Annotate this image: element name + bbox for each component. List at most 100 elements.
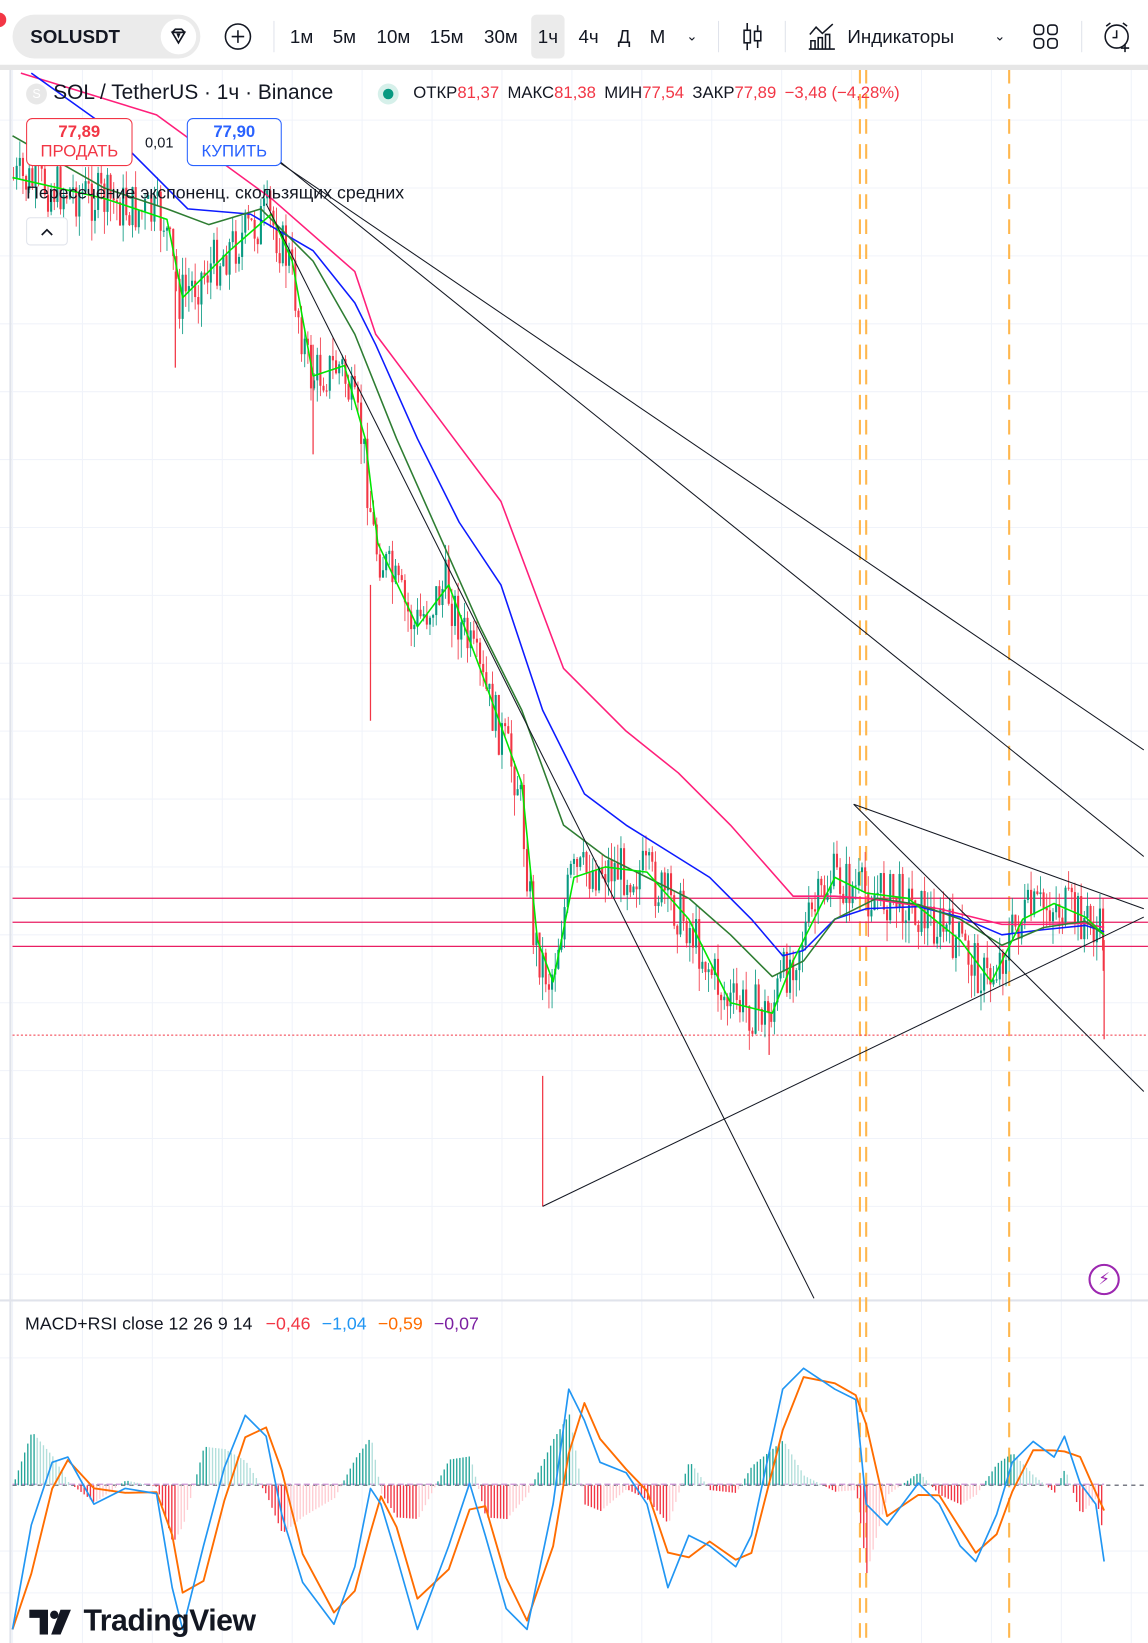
macd-histogram-bar — [99, 1485, 101, 1499]
logo-text: TradingView — [83, 1604, 256, 1638]
macd-histogram-bar — [1072, 1485, 1075, 1493]
candles-chart-type-icon[interactable] — [737, 15, 768, 59]
collapse-legend-button[interactable] — [26, 217, 68, 246]
macd-histogram-bar — [562, 1424, 564, 1486]
macd-histogram-bar — [186, 1485, 189, 1510]
macd-histogram-bar — [246, 1462, 248, 1486]
candle-body — [964, 933, 967, 941]
sell-button[interactable]: 77,89 ПРОДАТЬ — [26, 118, 133, 167]
candle-body — [1061, 917, 1064, 923]
indicator-title[interactable]: Пересечение экспоненц. скользящих средни… — [26, 182, 405, 203]
candle-body — [1023, 899, 1026, 923]
candle-body — [482, 663, 485, 673]
macd-histogram-bar — [236, 1456, 239, 1486]
macd-histogram-bar — [136, 1482, 139, 1486]
candle-body — [1045, 907, 1048, 911]
macd-histogram-bar — [164, 1485, 167, 1517]
candle-body — [785, 951, 788, 993]
lightning-icon[interactable]: ⚡︎ — [1088, 1263, 1120, 1296]
macd-histogram-bar — [462, 1457, 464, 1486]
candle-body — [860, 867, 864, 873]
buy-button[interactable]: 77,90 КУПИТЬ — [186, 118, 282, 167]
macd-histogram-bar — [744, 1478, 746, 1486]
symbol-search[interactable]: SOLUSDT — [12, 14, 201, 59]
indicators-icon[interactable] — [806, 15, 839, 59]
macd-histogram-bar — [161, 1485, 164, 1506]
indicators-chevron-down-icon[interactable]: ⌄ — [994, 28, 1006, 44]
candle-body — [460, 622, 463, 640]
interval-15m[interactable]: 15м — [429, 25, 464, 47]
macd-histogram-bar — [271, 1485, 273, 1508]
macd-histogram-bar — [819, 1483, 821, 1486]
macd-legend[interactable]: MACD+RSI close 12 26 9 14 −0,46 −1,04 −0… — [25, 1314, 479, 1335]
candle-body — [663, 872, 666, 891]
macd-histogram-bar — [841, 1485, 843, 1492]
indicators-button[interactable]: Индикаторы — [847, 25, 955, 47]
candle-body — [1039, 892, 1042, 895]
candle-body — [212, 239, 215, 264]
diamond-icon[interactable] — [160, 18, 197, 55]
candle-body — [303, 338, 306, 355]
candle-body — [735, 983, 738, 1001]
macd-histogram-bar — [1054, 1485, 1056, 1493]
candle-body — [162, 230, 165, 232]
candle-body — [228, 242, 231, 275]
candle-body — [579, 857, 582, 867]
candle-body — [31, 168, 34, 186]
candle-body — [156, 191, 159, 196]
interval-5m[interactable]: 5м — [332, 25, 357, 47]
layout-grid-icon[interactable] — [1029, 15, 1062, 59]
interval-30m[interactable]: 30м — [484, 25, 518, 47]
candle-body — [97, 172, 100, 210]
interval-1m[interactable]: 1м — [289, 25, 314, 47]
candle-body — [1092, 924, 1095, 943]
compare-add-icon[interactable] — [221, 15, 254, 59]
interval-4h[interactable]: 4ч — [578, 25, 599, 47]
macd-histogram-bar — [393, 1485, 395, 1513]
macd-histogram-bar — [856, 1485, 859, 1499]
interval-10m[interactable]: 10м — [376, 25, 411, 47]
macd-histogram-bar — [515, 1485, 517, 1509]
macd-histogram-bar — [640, 1485, 643, 1497]
interval-chevron-down-icon[interactable]: ⌄ — [686, 28, 698, 44]
macd-histogram-bar — [142, 1484, 145, 1486]
macd-histogram-bar — [847, 1485, 849, 1491]
candle-body — [657, 902, 660, 907]
candle-body — [350, 376, 353, 400]
macd-histogram-bar — [27, 1443, 29, 1486]
candle-body — [867, 892, 870, 917]
candle-body — [698, 919, 701, 969]
macd-histogram-bar — [446, 1463, 449, 1486]
macd-histogram-bar — [1075, 1485, 1078, 1503]
interval-day[interactable]: Д — [617, 25, 631, 47]
candle-body — [1030, 889, 1033, 915]
candle-body — [450, 603, 453, 626]
trend-line — [260, 145, 1145, 857]
candle-body — [165, 227, 169, 231]
tradingview-logo[interactable]: TradingView — [29, 1604, 256, 1638]
alert-clock-icon[interactable] — [1100, 15, 1135, 59]
candle-body — [1048, 910, 1051, 922]
macd-histogram-bar — [230, 1452, 232, 1486]
macd-histogram-bar — [913, 1476, 915, 1486]
candle-body — [864, 867, 867, 893]
candle-body — [403, 580, 406, 603]
candle-body — [21, 157, 25, 176]
candle-body — [1076, 896, 1080, 923]
market-status-icon[interactable] — [377, 83, 399, 105]
macd-histogram-bar — [362, 1448, 364, 1486]
symbol-title[interactable]: SOL / TetherUS · 1ч · Binance — [53, 81, 334, 105]
macd-histogram-bar — [740, 1483, 743, 1486]
change-value: −3,48 (−4,28%) — [784, 84, 900, 103]
interval-month[interactable]: М — [649, 25, 666, 47]
macd-histogram-bar — [1060, 1478, 1062, 1486]
candle-body — [444, 559, 447, 589]
candle-body — [832, 853, 835, 887]
macd-histogram-bar — [33, 1434, 35, 1486]
interval-1h[interactable]: 1ч — [531, 14, 565, 59]
macd-histogram-bar — [249, 1467, 251, 1486]
symbol-name[interactable]: SOLUSDT — [30, 26, 121, 48]
macd-histogram-bar — [910, 1478, 912, 1486]
macd-histogram-bar — [503, 1485, 505, 1519]
